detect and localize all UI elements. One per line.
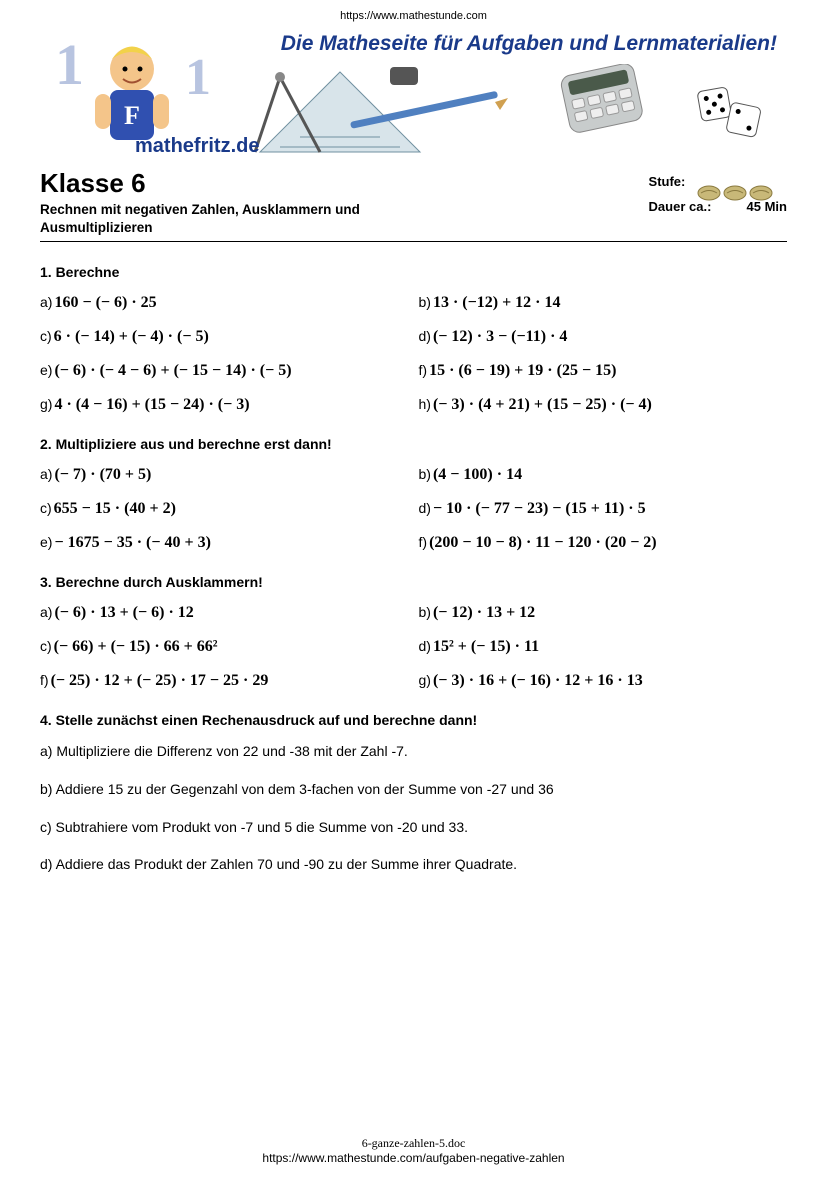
svg-text:F: F <box>124 101 140 130</box>
ex-4c: c) Subtrahiere vom Produkt von -7 und 5 … <box>40 818 787 838</box>
ex-1g: g)4 · (4 − 16) + (15 − 24) · (− 3) <box>40 396 409 414</box>
ex-3c: c)(− 66) + (− 15) · 66 + 66² <box>40 638 409 656</box>
difficulty-beans-icon <box>697 180 777 206</box>
footer-docname: 6-ganze-zahlen-5.doc <box>0 1136 827 1152</box>
ex-1d: d)(− 12) · 3 − (−11) · 4 <box>419 328 788 346</box>
svg-text:1: 1 <box>55 32 84 97</box>
ex-4d: d) Addiere das Produkt der Zahlen 70 und… <box>40 855 787 875</box>
section4-title: 4. Stelle zunächst einen Rechenausdruck … <box>40 712 787 728</box>
ex-3d: d)15² + (− 15) · 11 <box>419 638 788 656</box>
ex-3b: b)(− 12) · 13 + 12 <box>419 604 788 622</box>
ex-3f: f)(− 25) · 12 + (− 25) · 17 − 25 · 29 <box>40 672 409 690</box>
top-url: https://www.mathestunde.com <box>40 10 787 22</box>
banner-brand: mathefritz.de <box>135 135 259 158</box>
klasse-title: Klasse 6 <box>40 168 440 199</box>
section2-grid: a)(− 7) · (70 + 5) b)(4 − 100) · 14 c)65… <box>40 466 787 552</box>
ex-1e: e)(− 6) · (− 4 − 6) + (− 15 − 14) · (− 5… <box>40 362 409 380</box>
ex-1f: f)15 · (6 − 19) + 19 · (25 − 15) <box>419 362 788 380</box>
ex-1c: c)6 · (− 14) + (− 4) · (− 5) <box>40 328 409 346</box>
subtitle: Rechnen mit negativen Zahlen, Ausklammer… <box>40 201 440 237</box>
banner: 1 1 F <box>40 24 787 164</box>
header-row: Klasse 6 Rechnen mit negativen Zahlen, A… <box>40 168 787 242</box>
ex-1b: b)13 · (−12) + 12 · 14 <box>419 294 788 312</box>
calculator-icon <box>557 64 647 134</box>
ex-1h: h)(− 3) · (4 + 21) + (15 − 25) · (− 4) <box>419 396 788 414</box>
ex-3g: g)(− 3) · 16 + (− 16) · 12 + 16 · 13 <box>419 672 788 690</box>
ex-4a: a) Multipliziere die Differenz von 22 un… <box>40 742 787 762</box>
footer: 6-ganze-zahlen-5.doc https://www.mathest… <box>0 1136 827 1167</box>
ex-3a: a)(− 6) · 13 + (− 6) · 12 <box>40 604 409 622</box>
header-left: Klasse 6 Rechnen mit negativen Zahlen, A… <box>40 168 440 237</box>
section3-grid: a)(− 6) · 13 + (− 6) · 12 b)(− 12) · 13 … <box>40 604 787 690</box>
section3-title: 3. Berechne durch Ausklammern! <box>40 574 787 590</box>
ex-1a: a)160 − (− 6) · 25 <box>40 294 409 312</box>
ex-2e: e)− 1675 − 35 · (− 40 + 3) <box>40 534 409 552</box>
section1-title: 1. Berechne <box>40 264 787 280</box>
footer-url: https://www.mathestunde.com/aufgaben-neg… <box>0 1151 827 1167</box>
banner-tagline: Die Matheseite für Aufgaben und Lernmate… <box>281 32 777 56</box>
section1-grid: a)160 − (− 6) · 25 b)13 · (−12) + 12 · 1… <box>40 294 787 414</box>
svg-text:1: 1 <box>185 49 211 106</box>
ex-4b: b) Addiere 15 zu der Gegenzahl von dem 3… <box>40 780 787 800</box>
ex-2f: f)(200 − 10 − 8) · 11 − 120 · (20 − 2) <box>419 534 788 552</box>
section4-list: a) Multipliziere die Differenz von 22 un… <box>40 742 787 874</box>
section2-title: 2. Multipliziere aus und berechne erst d… <box>40 436 787 452</box>
worksheet-page: https://www.mathestunde.com 1 1 F <box>0 0 827 1181</box>
ex-2a: a)(− 7) · (70 + 5) <box>40 466 409 484</box>
ex-2c: c)655 − 15 · (40 + 2) <box>40 500 409 518</box>
tools-icon <box>250 62 510 162</box>
ex-2b: b)(4 − 100) · 14 <box>419 466 788 484</box>
ex-2d: d)− 10 · (− 77 − 23) − (15 + 11) · 5 <box>419 500 788 518</box>
dice-icon <box>687 84 777 144</box>
